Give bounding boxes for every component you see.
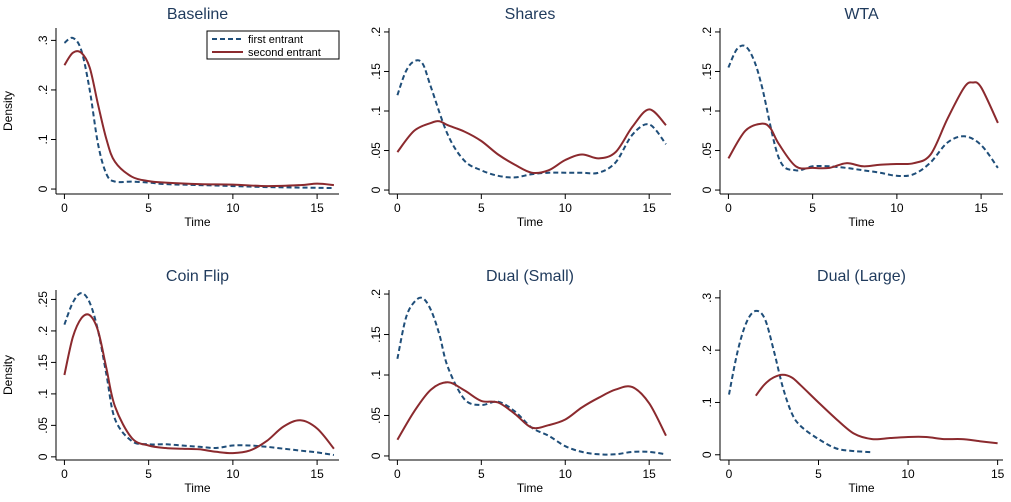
panel-3: 0 5 10 15 0 .05 .1 .15 .2 WTA Time bbox=[700, 6, 1003, 229]
second-entrant-line bbox=[63, 50, 335, 188]
y-tick-label: .1 bbox=[700, 106, 714, 116]
y-axis-label: Density bbox=[1, 91, 15, 131]
x-axis-label: Time bbox=[517, 481, 544, 495]
y-tick-label: .05 bbox=[369, 142, 383, 159]
first-entrant-line bbox=[728, 309, 873, 454]
x-tick-label: 0 bbox=[394, 467, 401, 481]
y-tick-label: .15 bbox=[36, 354, 50, 371]
y-tick-label: .15 bbox=[369, 326, 383, 343]
y-tick-label: 0 bbox=[369, 186, 383, 193]
x-tick-label: 10 bbox=[226, 467, 240, 481]
y-tick-label: .3 bbox=[700, 293, 714, 303]
second-entrant-line bbox=[396, 381, 667, 441]
y-tick-label: 0 bbox=[369, 452, 383, 459]
x-tick-label: 15 bbox=[642, 467, 656, 481]
y-tick-label: .25 bbox=[36, 291, 50, 308]
x-axis-label: Time bbox=[517, 215, 544, 229]
x-tick-label: 5 bbox=[809, 201, 816, 215]
y-tick-label: 0 bbox=[700, 186, 714, 193]
panel-2: 0 5 10 15 0 .05 .1 .15 .2 Shares Time bbox=[369, 6, 671, 229]
first-entrant-line bbox=[396, 59, 667, 179]
panel-5: 0 5 10 15 0 .05 .1 .15 .2 Dual (Small) Time bbox=[369, 268, 671, 495]
y-tick-label: .15 bbox=[700, 63, 714, 80]
second-entrant-line bbox=[727, 81, 999, 170]
x-tick-label: 10 bbox=[901, 467, 915, 481]
x-axis-label: Time bbox=[848, 215, 875, 229]
y-tick-label: .15 bbox=[369, 63, 383, 80]
x-tick-label: 0 bbox=[61, 467, 68, 481]
first-entrant-line bbox=[396, 296, 667, 456]
x-tick-label: 0 bbox=[725, 201, 732, 215]
x-tick-label: 15 bbox=[974, 201, 988, 215]
x-tick-label: 15 bbox=[991, 467, 1005, 481]
y-tick-label: .1 bbox=[369, 106, 383, 116]
panel-4: 0 5 10 15 0 .05 .1 .15 .2 .25 Coin Flip Time Density bbox=[1, 268, 339, 495]
x-tick-label: 10 bbox=[890, 201, 904, 215]
panel-6: 0 5 10 15 0 .1 .2 .3 Dual (Large) Time bbox=[700, 268, 1005, 495]
y-tick-label: .2 bbox=[700, 27, 714, 37]
panel-title: Dual (Large) bbox=[817, 268, 906, 285]
second-entrant-line bbox=[396, 108, 667, 174]
x-axis-label: Time bbox=[184, 481, 211, 495]
x-tick-label: 5 bbox=[145, 201, 152, 215]
x-tick-label: 10 bbox=[559, 467, 573, 481]
x-axis-label: Time bbox=[848, 481, 875, 495]
y-tick-label: .2 bbox=[369, 27, 383, 37]
y-tick-label: .1 bbox=[369, 370, 383, 380]
first-entrant-line bbox=[63, 36, 334, 190]
first-entrant-line bbox=[727, 44, 999, 178]
panel-title: Coin Flip bbox=[166, 268, 229, 285]
panel-title: Dual (Small) bbox=[486, 268, 574, 285]
x-tick-label: 0 bbox=[726, 467, 733, 481]
y-tick-label: 0 bbox=[36, 453, 50, 460]
x-tick-label: 5 bbox=[478, 201, 485, 215]
x-tick-label: 15 bbox=[310, 467, 324, 481]
panel-title: Baseline bbox=[167, 6, 228, 23]
second-entrant-line bbox=[63, 313, 335, 455]
y-tick-label: 0 bbox=[700, 451, 714, 458]
x-tick-label: 5 bbox=[815, 467, 822, 481]
legend-label: second entrant bbox=[248, 47, 321, 59]
y-axis-label: Density bbox=[1, 355, 15, 395]
y-tick-label: .2 bbox=[36, 326, 50, 336]
y-tick-label: .3 bbox=[36, 35, 50, 45]
panel-title: Shares bbox=[505, 6, 556, 23]
x-tick-label: 5 bbox=[145, 467, 152, 481]
legend-label: first entrant bbox=[248, 34, 303, 46]
x-tick-label: 15 bbox=[642, 201, 656, 215]
legend-box bbox=[206, 30, 340, 60]
y-tick-label: .1 bbox=[36, 134, 50, 144]
first-entrant-line bbox=[63, 292, 335, 456]
y-tick-label: .05 bbox=[36, 417, 50, 434]
y-tick-label: .05 bbox=[369, 407, 383, 424]
x-tick-label: 0 bbox=[394, 201, 401, 215]
x-axis-label: Time bbox=[184, 215, 211, 229]
panel-title: WTA bbox=[844, 6, 879, 23]
x-tick-label: 10 bbox=[226, 201, 240, 215]
y-tick-label: 0 bbox=[36, 185, 50, 192]
y-tick-label: .2 bbox=[36, 85, 50, 95]
panel-1: 0 5 10 15 0 .1 .2 .3 Baseline Time Density first en… bbox=[1, 6, 340, 229]
y-tick-label: .1 bbox=[700, 397, 714, 407]
y-tick-label: .05 bbox=[700, 142, 714, 159]
second-entrant-line bbox=[754, 373, 998, 445]
x-tick-label: 0 bbox=[61, 201, 68, 215]
x-tick-label: 5 bbox=[478, 467, 485, 481]
y-tick-label: .1 bbox=[36, 389, 50, 399]
x-tick-label: 10 bbox=[559, 201, 573, 215]
y-tick-label: .2 bbox=[369, 289, 383, 299]
x-tick-label: 15 bbox=[310, 201, 324, 215]
y-tick-label: .2 bbox=[700, 345, 714, 355]
